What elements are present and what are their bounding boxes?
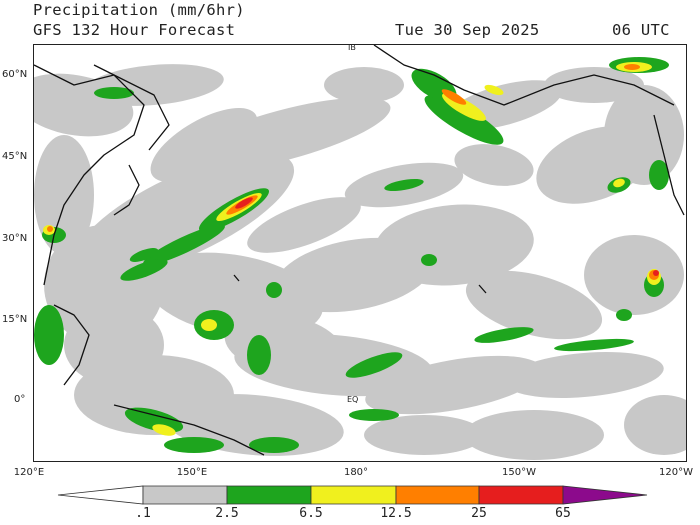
lat-label-45n: 45°N [2, 151, 28, 162]
light-precip-area [324, 67, 404, 103]
equator-tag: EQ [347, 395, 359, 404]
lon-label-180: 180° [343, 467, 369, 478]
legend-color-box-5 [478, 485, 564, 505]
moderate-precip-area [474, 327, 534, 343]
coastline [53, 304, 90, 386]
valid-time: 06 UTC [612, 21, 670, 39]
extreme-precip-area [653, 270, 659, 276]
extreme-precip-layer [235, 197, 659, 276]
precipitation-map-canvas [34, 45, 686, 460]
light-precip-area [365, 355, 543, 415]
legend-tick-0-1: .1 [135, 506, 151, 521]
light-precip-area [584, 235, 684, 315]
very-heavy-precip-area [441, 89, 467, 105]
legend-tick-6-5: 6.5 [299, 506, 323, 521]
coastline [233, 274, 240, 282]
legend-color-box-2 [226, 485, 312, 505]
light-precip-area [504, 352, 664, 398]
moderate-precip-area [345, 352, 403, 378]
precipitation-map: IB EQ [33, 44, 687, 462]
light-precip-area [247, 197, 361, 253]
legend-color-box-6 [562, 485, 648, 505]
lat-label-60n: 60°N [2, 69, 28, 80]
moderate-precip-area [421, 254, 437, 266]
legend-tick-25: 25 [471, 506, 487, 521]
lon-label-120e: 120°E [13, 467, 45, 478]
legend-color-box-4 [395, 485, 480, 505]
light-precip-area [544, 67, 644, 103]
light-precip-area [64, 305, 164, 385]
moderate-precip-area [349, 409, 399, 421]
lon-label-150e: 150°E [176, 467, 208, 478]
legend-color-box-0 [57, 485, 144, 505]
heavy-precip-area [613, 178, 625, 188]
legend-tick-12-5: 12.5 [380, 506, 412, 521]
valid-date: Tue 30 Sep 2025 [395, 21, 540, 39]
light-precip-area [465, 270, 603, 340]
model-forecast-label: GFS 132 Hour Forecast [33, 21, 236, 39]
light-precip-area [364, 415, 484, 455]
lat-label-equator: 0° [14, 394, 26, 405]
moderate-precip-area [164, 437, 224, 453]
heavy-precip-area [484, 84, 504, 96]
light-precip-area [464, 410, 604, 460]
dateline-tag: IB [348, 44, 356, 52]
coastline [478, 284, 487, 294]
heavy-precip-area [201, 319, 217, 331]
moderate-precip-area [120, 259, 168, 281]
heavy-precip-area [152, 424, 176, 436]
very-heavy-precip-area [47, 226, 53, 232]
moderate-precip-area [34, 305, 64, 365]
light-precip-area [624, 395, 686, 455]
moderate-precip-area [124, 407, 184, 433]
legend-color-box-1 [142, 485, 228, 505]
coastline [113, 404, 265, 456]
moderate-precip-area [554, 338, 634, 352]
light-precip-area [454, 144, 534, 186]
coastline-layer [34, 45, 685, 456]
coastline [653, 114, 685, 216]
moderate-precip-area [143, 224, 225, 266]
legend-color-box-3 [310, 485, 397, 505]
light-precip-area [150, 108, 258, 182]
moderate-precip-area [266, 282, 282, 298]
lat-label-30n: 30°N [2, 233, 28, 244]
light-precip-area [604, 85, 684, 185]
coastline [373, 45, 675, 106]
light-precip-area [374, 204, 534, 286]
map-title: Precipitation (mm/6hr) [33, 1, 245, 19]
lon-label-150w: 150°W [502, 467, 536, 478]
moderate-precip-area [249, 437, 299, 453]
moderate-precip-area [616, 309, 632, 321]
light-precip-layer [34, 64, 686, 460]
legend-tick-65: 65 [555, 506, 571, 521]
moderate-precip-area [649, 160, 669, 190]
moderate-precip-area [94, 87, 134, 99]
coastline [93, 64, 170, 151]
extreme-precip-area [235, 197, 253, 209]
lat-label-15n: 15°N [2, 314, 28, 325]
very-heavy-precip-area [624, 64, 640, 70]
moderate-precip-area [247, 335, 271, 375]
moderate-precip-area [129, 248, 159, 262]
moderate-precip-area [384, 178, 424, 192]
moderate-precip-area [424, 95, 504, 145]
coastline [34, 64, 145, 286]
legend-tick-2-5: 2.5 [215, 506, 239, 521]
lon-label-120w: 120°W [659, 467, 693, 478]
coastline [113, 164, 140, 216]
